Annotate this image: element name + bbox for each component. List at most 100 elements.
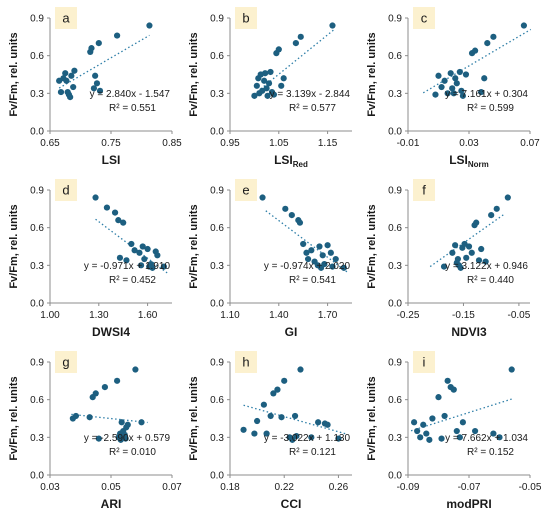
trend-line [58, 34, 150, 89]
data-point [462, 71, 470, 78]
data-point [478, 88, 485, 96]
x-tick-label: 0.03 [459, 138, 479, 149]
panel-label: c [421, 11, 428, 26]
data-point [449, 249, 456, 256]
y-axis-label: Fv/Fm, rel. units [8, 32, 20, 116]
data-point [90, 85, 98, 92]
data-point [303, 249, 310, 256]
x-tick-label: 0.65 [40, 138, 60, 149]
y-axis-label: Fv/Fm, rel. units [188, 204, 200, 288]
data-point [432, 91, 439, 98]
y-tick-label: 0.9 [210, 186, 224, 197]
data-point [72, 412, 80, 420]
x-tick-label: -0.05 [519, 482, 542, 493]
y-tick-label: 0.3 [388, 261, 402, 272]
data-point [275, 46, 282, 53]
panel-label-badge [413, 179, 435, 201]
panel-label: g [62, 355, 69, 370]
y-tick-label: 0.3 [388, 89, 402, 100]
x-axis-label-main: LSI [449, 153, 468, 167]
regression-equation: y = -3.022x + 1.130 [264, 433, 351, 444]
r-squared-label: R² = 0.010 [109, 447, 156, 458]
y-tick-label: 0.6 [388, 223, 402, 234]
data-point [417, 434, 424, 441]
x-tick-label: 0.07 [162, 482, 182, 493]
y-tick-label: 0.6 [388, 395, 402, 406]
y-tick-label: 0.6 [210, 395, 224, 406]
x-tick-label: 1.05 [269, 138, 289, 149]
x-tick-label: 0.26 [329, 482, 349, 493]
data-point [438, 435, 445, 442]
y-tick-label: 0.3 [30, 261, 44, 272]
y-tick-label: 0.0 [388, 471, 402, 482]
data-point [478, 245, 485, 253]
y-tick-label: 0.0 [388, 299, 402, 310]
data-point [453, 427, 460, 435]
x-tick-label: 1.10 [220, 310, 240, 321]
x-axis-label-main: LSI [274, 153, 293, 167]
x-tick-label: 0.18 [220, 482, 240, 493]
data-point [71, 67, 78, 74]
data-point [261, 77, 268, 84]
data-point [496, 434, 503, 441]
data-point [472, 427, 479, 435]
x-tick-label: -0.15 [452, 310, 475, 321]
data-point [335, 435, 342, 442]
trend-line [429, 213, 506, 268]
data-point [270, 390, 277, 397]
data-point [459, 92, 466, 99]
data-point [128, 240, 135, 248]
y-tick-label: 0.9 [210, 358, 224, 369]
y-tick-label: 0.6 [30, 51, 44, 62]
x-axis-label-subscript: Norm [468, 160, 489, 169]
trend-line [243, 404, 346, 435]
data-point [278, 414, 285, 421]
data-point [444, 377, 451, 384]
data-point [68, 72, 75, 79]
x-tick-label: -0.07 [458, 482, 481, 493]
x-axis-label-main: GI [285, 325, 298, 339]
data-point [141, 255, 148, 263]
x-axis-label: DWSI4 [92, 325, 130, 339]
data-point [263, 85, 270, 92]
panel-d: 0.0 0.3 0.6 0.9 1.00 1.30 1.60 DWSI4 Fv/Fm, rel.… [8, 179, 172, 339]
data-point [119, 434, 126, 441]
panel-label-badge [235, 351, 257, 373]
x-axis-label: NDVI3 [451, 325, 487, 339]
data-point [92, 72, 99, 79]
data-point [160, 263, 167, 270]
y-tick-label: 0.9 [30, 358, 44, 369]
data-point [120, 219, 127, 226]
y-tick-label: 0.6 [388, 51, 402, 62]
y-tick-label: 0.0 [30, 127, 44, 138]
x-axis-label-main: ARI [101, 497, 122, 511]
data-point [475, 257, 483, 264]
data-point [92, 390, 99, 397]
y-tick-label: 0.3 [30, 89, 44, 100]
data-point [270, 91, 278, 98]
x-tick-label: 1.70 [318, 310, 338, 321]
x-axis-label: LSIRed [274, 153, 308, 169]
data-point [289, 436, 296, 443]
trend-line [71, 413, 148, 424]
data-point [308, 247, 315, 254]
data-point [251, 92, 258, 99]
data-point [316, 243, 323, 250]
data-point [114, 377, 121, 384]
data-point [441, 412, 448, 420]
data-point [92, 194, 99, 201]
data-point [260, 401, 267, 408]
data-point [297, 33, 304, 40]
regression-equation: y = -2.590x + 0.579 [84, 433, 171, 444]
data-point [293, 432, 300, 440]
data-point [144, 245, 151, 253]
data-point [57, 88, 65, 96]
data-point [116, 254, 124, 261]
r-squared-label: R² = 0.551 [109, 103, 156, 114]
data-point [262, 70, 269, 77]
regression-equation: y = -0.971x + 1.910 [84, 261, 171, 272]
regression-equation: y = 7.161x + 0.304 [445, 89, 528, 100]
data-point [304, 255, 312, 263]
panel-label: a [62, 11, 70, 26]
data-point [435, 72, 442, 79]
